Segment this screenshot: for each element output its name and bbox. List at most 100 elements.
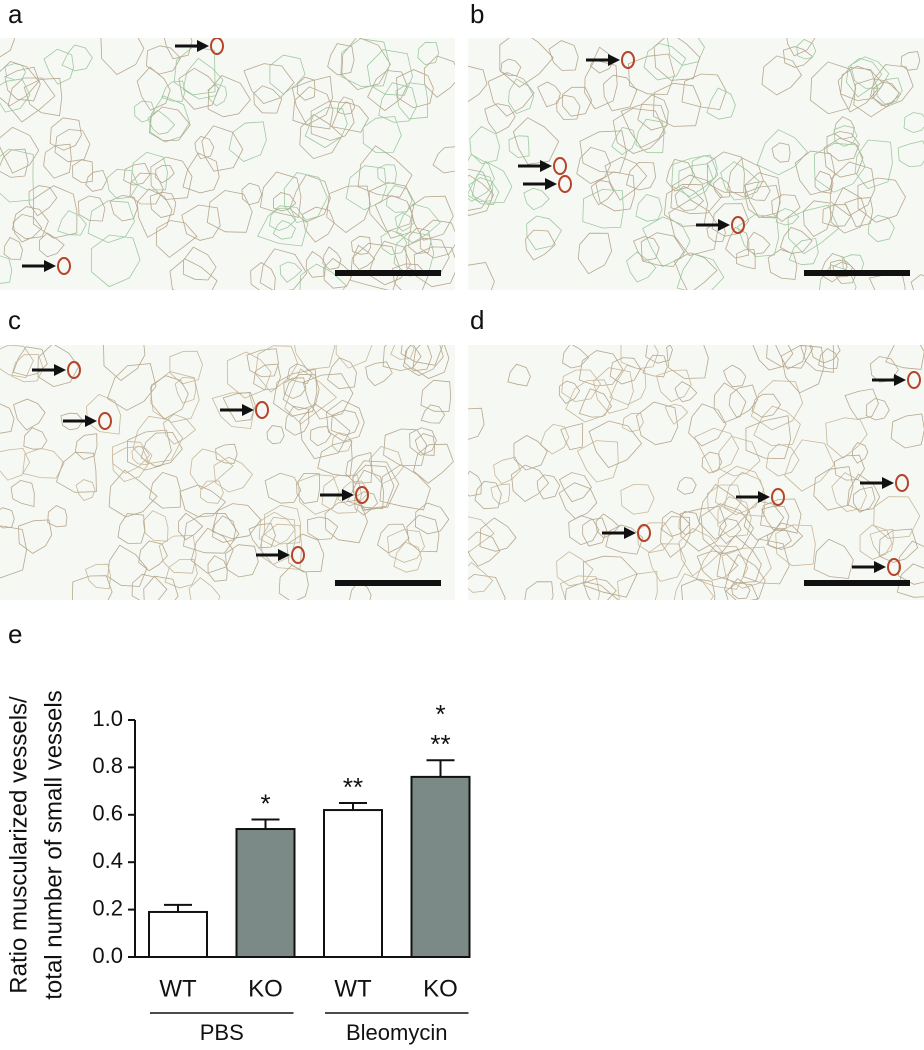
alveolus — [213, 456, 254, 493]
alveolus — [711, 203, 750, 237]
alveolus — [825, 417, 868, 459]
alveolus — [745, 415, 792, 460]
alveolus — [752, 345, 794, 371]
alveolus — [296, 472, 321, 504]
panel-label: b — [470, 0, 484, 29]
alveolus — [100, 38, 145, 75]
alveolus — [583, 578, 617, 600]
arrow-head — [608, 54, 620, 66]
alveolus — [390, 345, 415, 360]
alveolus — [577, 232, 613, 275]
alveolus — [377, 523, 410, 554]
alveolus — [201, 125, 244, 172]
panel-label: c — [8, 305, 21, 335]
alveolus — [727, 157, 764, 198]
alveolus — [32, 185, 78, 239]
alveolus — [813, 466, 854, 511]
alveolus — [845, 57, 883, 98]
alveolus — [718, 518, 742, 545]
alveolus — [0, 61, 40, 107]
alveolus — [876, 77, 903, 105]
alveolus — [829, 161, 876, 217]
alveolus — [643, 42, 687, 81]
alveolus — [10, 479, 35, 508]
alveolus — [138, 540, 168, 572]
alveolus — [632, 236, 660, 261]
alveolus — [840, 65, 884, 101]
alveolus — [12, 213, 43, 243]
alveolus — [72, 575, 113, 600]
arrow-head — [242, 404, 254, 416]
alveolus — [724, 554, 766, 600]
alveolus — [605, 524, 644, 555]
alveolus — [325, 399, 365, 442]
alveolus — [190, 527, 234, 574]
alveolus — [822, 204, 852, 227]
alveolus — [513, 435, 548, 471]
vessel — [637, 524, 651, 542]
alveolus — [645, 345, 673, 364]
alveolus — [72, 159, 94, 184]
vessel — [67, 361, 81, 379]
alveolus — [0, 148, 35, 203]
alveolus — [620, 483, 655, 515]
alveolus — [844, 197, 874, 228]
alveolus — [771, 194, 801, 223]
alveolus — [595, 171, 636, 212]
alveolus — [897, 140, 924, 168]
alveolus — [678, 163, 714, 200]
alveolus — [259, 248, 308, 290]
alveolus — [395, 203, 441, 244]
alveolus — [576, 146, 612, 185]
alveolus — [813, 538, 854, 579]
bar — [235, 828, 296, 959]
alveolus — [900, 51, 921, 71]
alveolus — [188, 577, 221, 600]
panel-label: e — [8, 619, 22, 649]
alveolus — [620, 103, 668, 149]
alveolus — [761, 55, 802, 96]
arrow-head — [44, 260, 56, 272]
alveolus — [652, 82, 702, 127]
alveolus — [802, 200, 832, 238]
alveolus — [147, 109, 176, 135]
alveolus — [211, 515, 237, 543]
y-tick-label: 0.0 — [92, 943, 123, 968]
alveolus — [366, 49, 413, 96]
micrograph — [0, 345, 455, 600]
alveolus — [182, 246, 217, 281]
alveolus — [0, 507, 15, 529]
alveolus — [272, 220, 296, 240]
alveolus — [412, 345, 450, 379]
alveolus — [813, 142, 866, 193]
vessel — [553, 157, 567, 175]
alveolus — [666, 345, 709, 379]
group-label: Bleomycin — [346, 1020, 447, 1045]
y-axis-label: Ratio muscularized vessels/ — [5, 696, 32, 994]
alveolus — [74, 433, 98, 460]
alveolus — [194, 135, 215, 160]
alveolus — [299, 113, 343, 160]
alveolus — [117, 513, 146, 545]
alveolus — [857, 177, 906, 223]
alveolus — [771, 142, 791, 163]
alveolus — [556, 551, 594, 587]
alveolus — [404, 345, 433, 372]
alveolus — [174, 376, 197, 404]
vessel — [895, 474, 909, 492]
alveolus — [85, 169, 108, 192]
alveolus — [609, 357, 642, 385]
alveolus — [269, 54, 306, 95]
alveolus — [701, 451, 723, 474]
alveolus — [576, 440, 619, 483]
vessel — [57, 257, 71, 275]
alveolus — [609, 364, 647, 406]
alveolus — [283, 172, 328, 224]
alveolus — [420, 404, 446, 424]
y-tick-label: 1.0 — [92, 706, 123, 731]
arrow-head — [624, 527, 636, 539]
alveolus — [7, 77, 56, 123]
alveolus — [818, 347, 839, 369]
x-tick-label: KO — [248, 975, 283, 1002]
alveolus — [637, 522, 674, 554]
